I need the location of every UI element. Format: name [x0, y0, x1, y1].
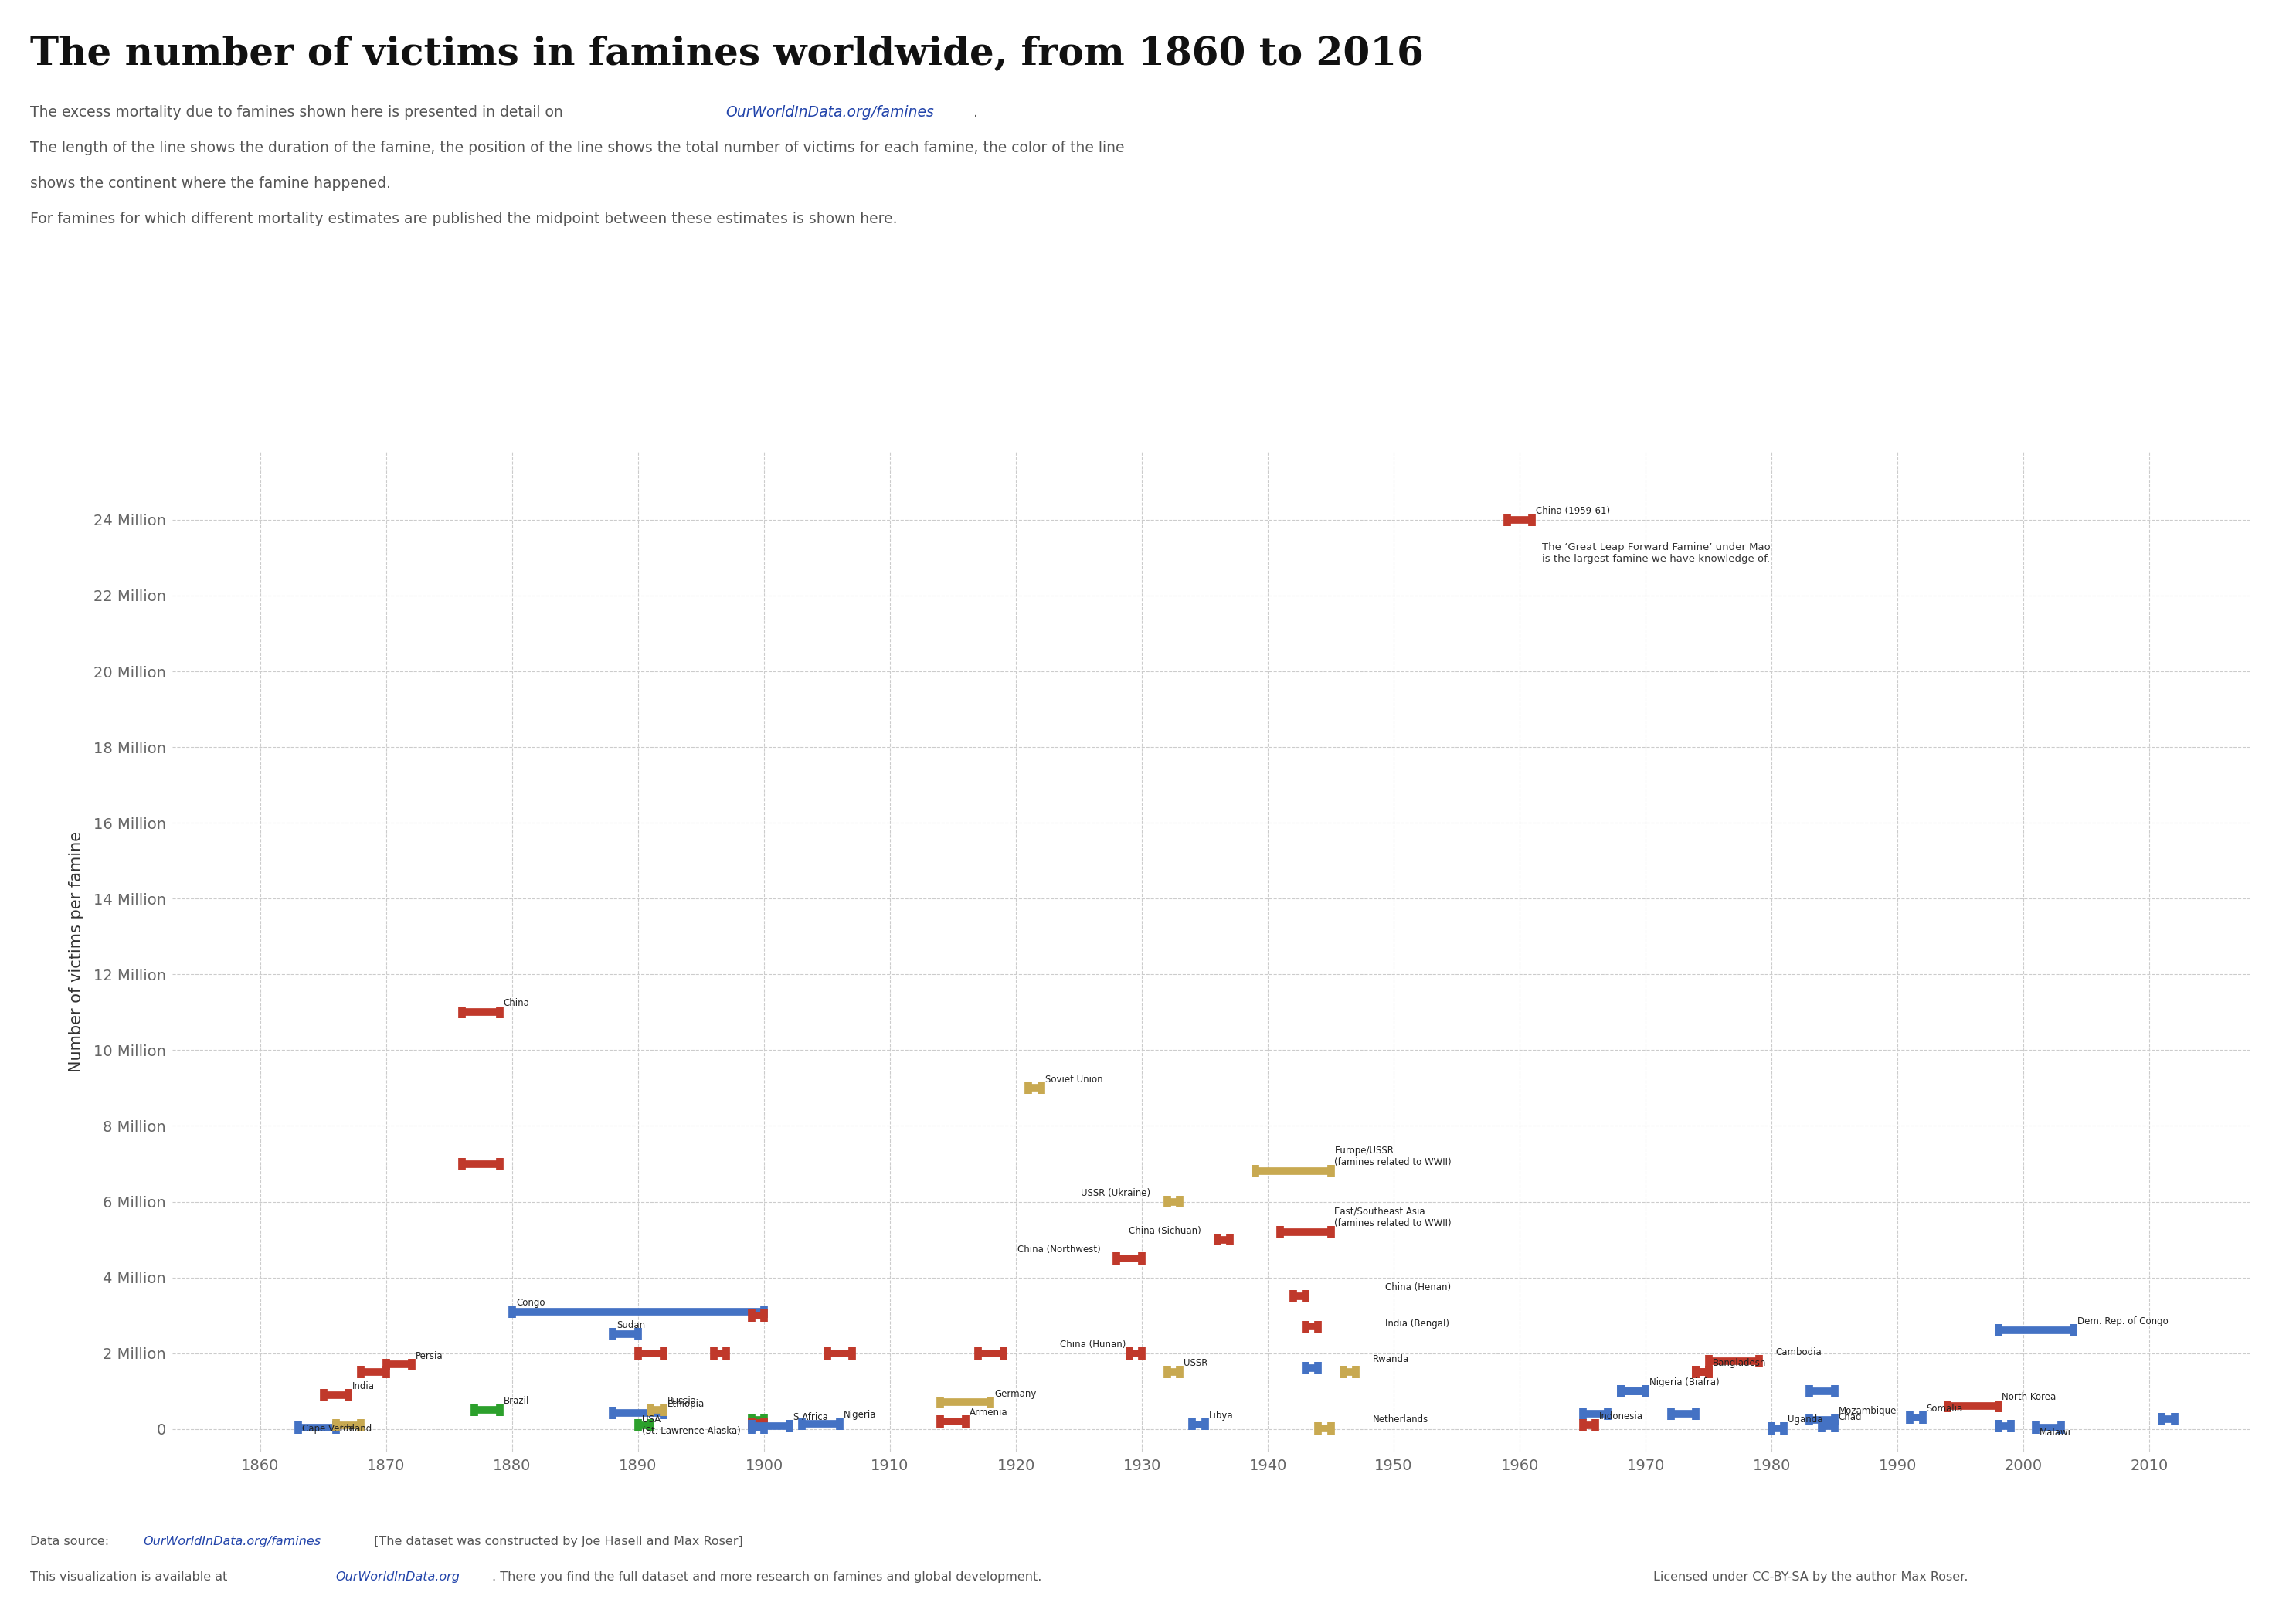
- Text: Persia: Persia: [416, 1350, 443, 1361]
- Text: shows the continent where the famine happened.: shows the continent where the famine hap…: [30, 176, 390, 190]
- Text: Russia: Russia: [668, 1397, 696, 1407]
- Text: Nigeria (Biafra): Nigeria (Biafra): [1649, 1378, 1720, 1387]
- Text: Our World
in Data: Our World in Data: [2177, 32, 2257, 61]
- Text: Rwanda: Rwanda: [1373, 1355, 1410, 1365]
- Text: Chad: Chad: [1839, 1411, 1862, 1423]
- Text: USSR (Ukraine): USSR (Ukraine): [1081, 1187, 1150, 1198]
- Text: .: .: [974, 105, 978, 119]
- Text: Finland: Finland: [340, 1424, 372, 1434]
- Text: Ireland: Ireland: [23, 1378, 55, 1387]
- Y-axis label: Number of victims per famine: Number of victims per famine: [69, 831, 85, 1073]
- Text: Germany: Germany: [994, 1389, 1035, 1398]
- Text: Indonesia: Indonesia: [1598, 1411, 1644, 1421]
- Text: Ethiopia: Ethiopia: [668, 1398, 705, 1410]
- Text: Europe/USSR
(famines related to WWII): Europe/USSR (famines related to WWII): [1334, 1145, 1451, 1168]
- Text: China: China: [503, 998, 530, 1008]
- Text: Netherlands: Netherlands: [1373, 1415, 1428, 1424]
- Text: Brazil: Brazil: [503, 1397, 528, 1407]
- Text: China (Hunan): China (Hunan): [1058, 1339, 1125, 1350]
- Text: East/Southeast Asia
(famines related to WWII): East/Southeast Asia (famines related to …: [1334, 1207, 1451, 1227]
- Text: USA
(St. Lawrence Alaska): USA (St. Lawrence Alaska): [643, 1415, 742, 1436]
- Text: OurWorldInData.org: OurWorldInData.org: [335, 1571, 459, 1582]
- Text: For famines for which different mortality estimates are published the midpoint b: For famines for which different mortalit…: [30, 211, 898, 226]
- Text: USSR: USSR: [1182, 1358, 1208, 1368]
- Text: Sudan: Sudan: [618, 1321, 645, 1331]
- Text: The number of victims in famines worldwide, from 1860 to 2016: The number of victims in famines worldwi…: [30, 35, 1424, 73]
- Text: Soviet Union: Soviet Union: [1045, 1074, 1102, 1084]
- Text: S Africa: S Africa: [792, 1411, 829, 1423]
- Text: China (Northwest): China (Northwest): [1017, 1245, 1100, 1255]
- Text: Dem. Rep. of Congo: Dem. Rep. of Congo: [2078, 1316, 2167, 1326]
- Text: Malawi: Malawi: [2039, 1428, 2071, 1437]
- Text: Data source:: Data source:: [30, 1536, 113, 1547]
- Text: Cambodia: Cambodia: [1775, 1347, 1821, 1357]
- Text: North Korea: North Korea: [2002, 1392, 2057, 1402]
- Text: Licensed under CC-BY-SA by the author Max Roser.: Licensed under CC-BY-SA by the author Ma…: [1653, 1571, 1968, 1582]
- Text: Mozambique: Mozambique: [1839, 1405, 1896, 1416]
- Text: Uganda: Uganda: [1789, 1415, 1823, 1424]
- Text: The excess mortality due to famines shown here is presented in detail on: The excess mortality due to famines show…: [30, 105, 567, 119]
- Text: Armenia: Armenia: [969, 1408, 1008, 1418]
- Text: India (Bengal): India (Bengal): [1384, 1318, 1449, 1329]
- Text: Somalia: Somalia: [1926, 1403, 1963, 1415]
- Text: China (Henan): China (Henan): [1384, 1282, 1451, 1292]
- Text: The length of the line shows the duration of the famine, the position of the lin: The length of the line shows the duratio…: [30, 140, 1125, 155]
- Text: China (1959-61): China (1959-61): [1536, 506, 1609, 516]
- Text: . There you find the full dataset and more research on famines and global develo: . There you find the full dataset and mo…: [491, 1571, 1042, 1582]
- Text: OurWorldInData.org/famines: OurWorldInData.org/famines: [142, 1536, 321, 1547]
- Text: OurWorldInData.org/famines: OurWorldInData.org/famines: [726, 105, 934, 119]
- Text: [The dataset was constructed by Joe Hasell and Max Roser]: [The dataset was constructed by Joe Hase…: [370, 1536, 744, 1547]
- Text: Cape Verde: Cape Verde: [301, 1424, 354, 1434]
- Text: China (Sichuan): China (Sichuan): [1130, 1226, 1201, 1236]
- Text: The ‘Great Leap Forward Famine’ under Mao
is the largest famine we have knowledg: The ‘Great Leap Forward Famine’ under Ma…: [1543, 542, 1770, 565]
- Text: Bangladesh: Bangladesh: [1713, 1358, 1766, 1368]
- Text: Nigeria: Nigeria: [843, 1410, 877, 1421]
- Text: India: India: [351, 1381, 374, 1390]
- Text: Libya: Libya: [1208, 1410, 1233, 1421]
- Text: This visualization is available at: This visualization is available at: [30, 1571, 232, 1582]
- Text: Congo: Congo: [517, 1298, 544, 1308]
